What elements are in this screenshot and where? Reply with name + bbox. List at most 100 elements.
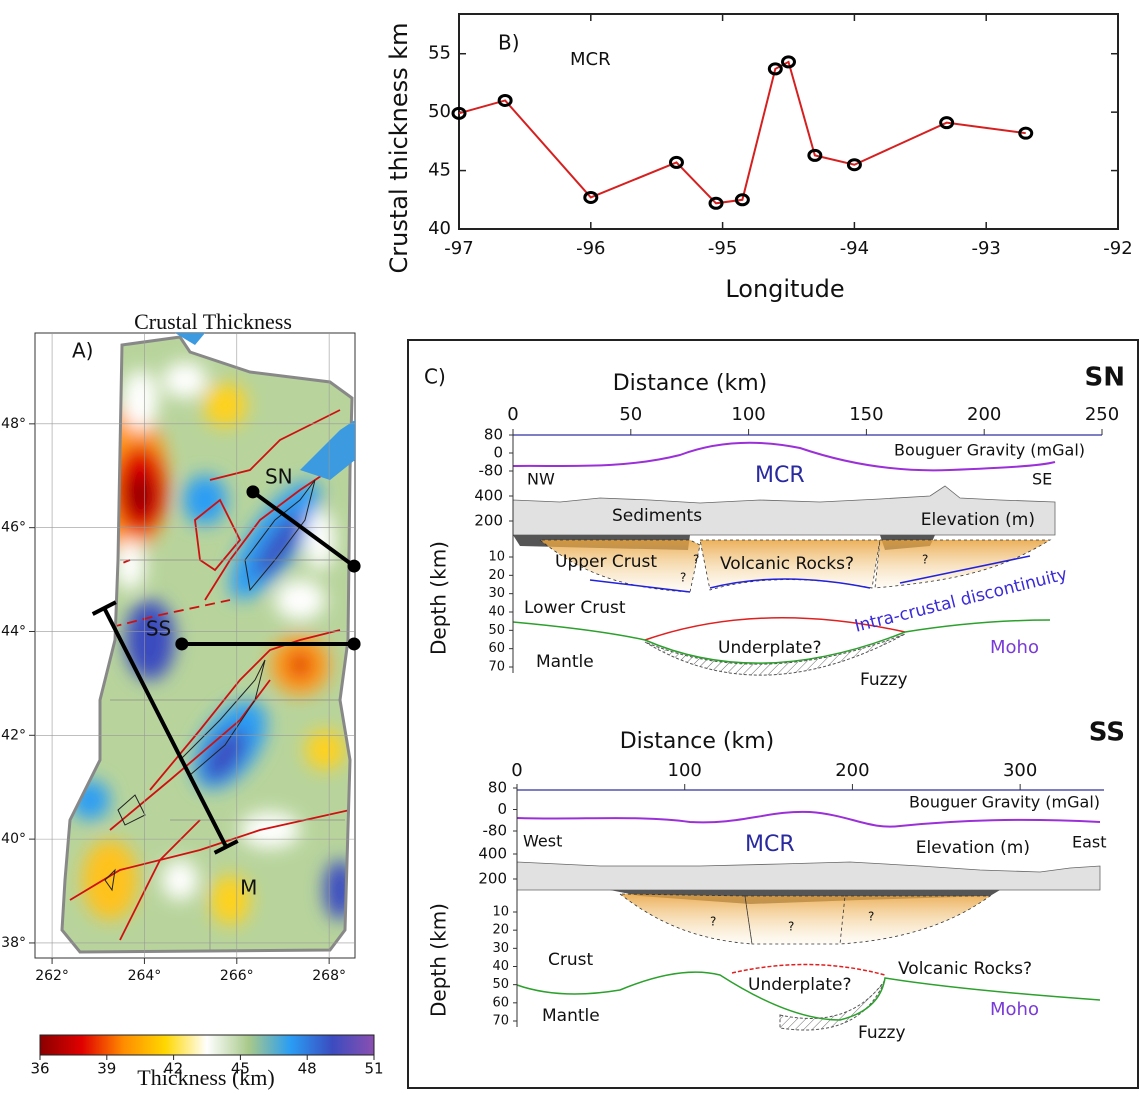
section-label: Volcanic Rocks? <box>898 959 1032 979</box>
depth-tick-label: 60 <box>492 995 509 1010</box>
volcanic-rocks <box>699 539 881 591</box>
section-label: Mantle <box>542 1006 600 1026</box>
profile-label: SS <box>146 616 171 640</box>
data-line <box>458 60 1026 205</box>
section-label: Fuzzy <box>860 670 908 690</box>
y-tick-label: 50 <box>428 101 451 122</box>
x-axis-label: Distance (km) <box>613 371 768 396</box>
depth-tick-label: 70 <box>492 1014 509 1029</box>
x-axis-label: Distance (km) <box>620 729 775 754</box>
section-name: SS <box>1089 718 1125 748</box>
moho <box>516 971 1101 1021</box>
lake <box>300 420 355 480</box>
section-label: Underplate? <box>748 975 852 995</box>
x-tick-label: -97 <box>444 238 473 259</box>
moho <box>512 619 1051 664</box>
gravity-label: Bouguer Gravity (mGal) <box>909 793 1100 812</box>
data-point <box>807 148 823 162</box>
rift-label: MCR <box>755 463 805 488</box>
depth-tick-label: 10 <box>488 550 505 565</box>
section-label: Volcanic Rocks? <box>720 554 854 574</box>
y-tick-label: 40° <box>1 831 26 847</box>
gravity-tick-label: 0 <box>493 444 503 462</box>
intra-crustal-line <box>589 555 1031 593</box>
x-tick-label: -95 <box>708 238 737 259</box>
y-tick-label: 45 <box>428 160 451 181</box>
gravity-tick-label: 80 <box>484 426 503 444</box>
topography <box>512 485 1056 536</box>
panel-b: B) MCR Longitude Crustal thickness km <box>385 13 1119 303</box>
y-tick-label: 38° <box>1 935 26 951</box>
plot-frame <box>458 13 1119 230</box>
depth-label: Depth (km) <box>427 541 451 655</box>
gravity-tick-label: 80 <box>488 779 507 797</box>
data-point <box>583 190 599 204</box>
gravity-tick-label: -80 <box>483 822 508 840</box>
colorbar-tick-label: 45 <box>231 1060 250 1078</box>
underplate-top <box>731 963 886 976</box>
section-label: Underplate? <box>718 638 822 658</box>
gravity-profile <box>516 810 1101 828</box>
colorbar-label: Thickness (km) <box>137 1065 274 1090</box>
profile-end <box>347 559 361 573</box>
depth-tick-label: 20 <box>492 923 509 938</box>
depth-tick-label: 50 <box>492 977 509 992</box>
depth-tick-label: 60 <box>488 641 505 656</box>
gravity-label: Bouguer Gravity (mGal) <box>894 441 1085 460</box>
x-tick-label: 0 <box>507 404 518 425</box>
section-label: Moho <box>990 637 1039 658</box>
volcanic-rocks <box>618 893 992 945</box>
section-label: Lower Crust <box>524 598 626 618</box>
depth-tick-label: 40 <box>492 959 509 974</box>
profile-end <box>347 637 361 651</box>
data-point <box>451 106 467 120</box>
underplate-top <box>644 617 906 641</box>
data-point <box>497 93 513 107</box>
profile-line <box>102 607 228 848</box>
section-label: Moho <box>990 999 1039 1020</box>
panel-label: A) <box>72 339 93 363</box>
data-point <box>734 193 750 207</box>
colorbar-tick-label: 36 <box>30 1060 49 1078</box>
depth-tick-label: 40 <box>488 605 505 620</box>
profile-line <box>251 490 356 568</box>
y-tick-label: 44° <box>1 623 26 639</box>
x-tick-label: 200 <box>835 760 869 781</box>
panel-label: B) <box>498 31 520 55</box>
colorbar-tick-label: 51 <box>364 1060 383 1078</box>
x-axis-label: Longitude <box>725 275 844 303</box>
panel-label: C) <box>424 365 446 389</box>
rift-label: MCR <box>745 832 795 857</box>
section-label: ? <box>710 915 716 929</box>
elevation-tick-label: 400 <box>474 487 503 505</box>
data-point <box>846 158 862 172</box>
map-title: Crustal Thickness <box>134 309 292 334</box>
section-label: ? <box>680 571 686 585</box>
x-tick-label: 50 <box>619 404 642 425</box>
end-label: SE <box>1032 470 1052 489</box>
section-label: Upper Crust <box>555 552 657 572</box>
x-tick-label: -94 <box>840 238 869 259</box>
x-tick-label: -92 <box>1103 238 1132 259</box>
fuzzy-zone <box>644 633 906 676</box>
section-label: Sediments <box>612 506 702 526</box>
x-tick-label: 200 <box>967 404 1001 425</box>
data-point <box>668 155 684 169</box>
elevation-tick-label: 400 <box>478 845 507 863</box>
data-point <box>708 196 724 210</box>
annotation: MCR <box>570 49 611 70</box>
colorbar-tick-label: 39 <box>97 1060 116 1078</box>
panel-a: Crustal Thickness <box>34 309 356 1090</box>
section-name: SN <box>1085 363 1126 393</box>
section-label: ? <box>868 910 874 924</box>
end-label: NW <box>527 470 555 489</box>
profile-label: SN <box>265 464 293 488</box>
section-label: Fuzzy <box>858 1023 906 1043</box>
x-tick-label: 300 <box>1003 760 1037 781</box>
end-label: West <box>523 832 562 851</box>
topography <box>516 861 1101 891</box>
depth-label: Depth (km) <box>427 903 451 1017</box>
gravity-tick-label: 0 <box>497 800 507 818</box>
section-label: Mantle <box>536 652 594 672</box>
